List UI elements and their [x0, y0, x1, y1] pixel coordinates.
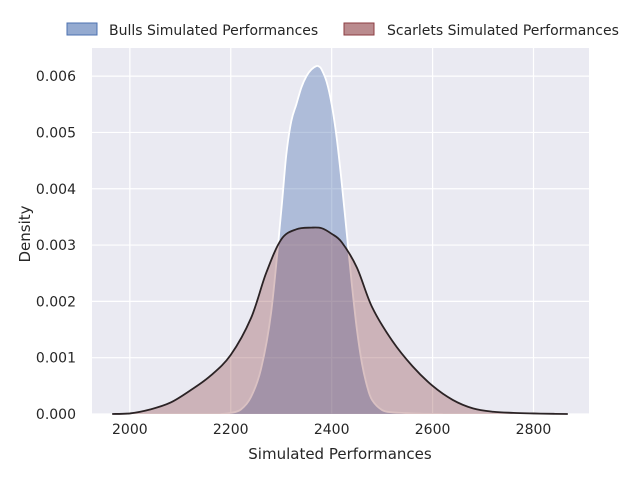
y-tick-label: 0.003 [36, 238, 76, 254]
y-ticks: 0.000 0.001 0.002 0.003 0.004 0.005 0.006 [36, 69, 76, 423]
legend-label-scarlets: Scarlets Simulated Performances [387, 23, 619, 39]
y-axis-label: Density [16, 205, 34, 262]
y-tick-label: 0.002 [36, 294, 76, 310]
y-tick-label: 0.001 [36, 351, 76, 367]
density-areas [112, 64, 568, 415]
x-ticks: 2000 2200 2400 2600 2800 [112, 422, 551, 438]
x-tick-label: 2200 [213, 422, 249, 438]
plot-background [92, 48, 589, 414]
y-tick-label: 0.000 [36, 407, 76, 423]
legend-swatch-scarlets [343, 22, 375, 36]
density-area-scarlets [112, 227, 568, 414]
density-line-bulls [220, 64, 443, 415]
y-tick-label: 0.005 [36, 125, 76, 141]
x-tick-label: 2600 [415, 422, 451, 438]
y-tick-label: 0.004 [36, 182, 76, 198]
legend-label-bulls: Bulls Simulated Performances [109, 23, 318, 39]
legend-swatch-bulls [66, 22, 98, 36]
x-tick-label: 2000 [112, 422, 148, 438]
legend: Bulls Simulated Performances Scarlets Si… [66, 22, 619, 39]
x-axis-label: Simulated Performances [248, 445, 432, 463]
density-line-scarlets [112, 226, 568, 415]
x-tick-label: 2400 [314, 422, 350, 438]
density-area-bulls [220, 65, 443, 414]
y-tick-label: 0.006 [36, 69, 76, 85]
x-tick-label: 2800 [516, 422, 552, 438]
